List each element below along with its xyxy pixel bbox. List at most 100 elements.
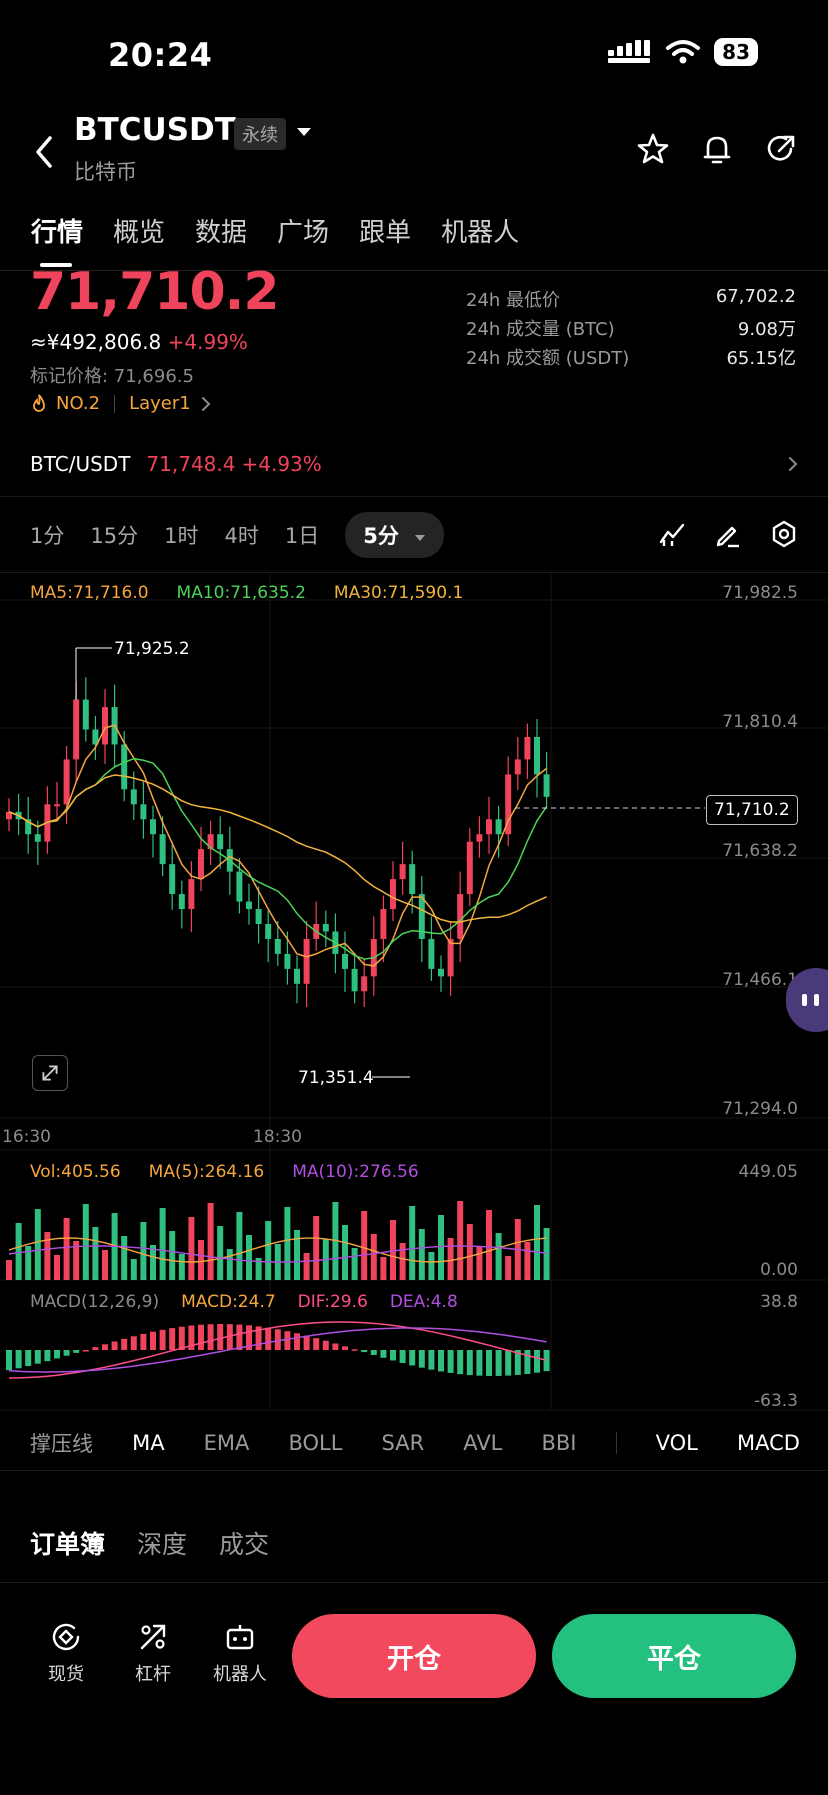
indicator-bbi[interactable]: BBI xyxy=(541,1431,577,1455)
macd-bar xyxy=(361,1350,368,1353)
candle-body xyxy=(505,774,512,835)
tab-depth[interactable]: 深度 xyxy=(137,1530,188,1559)
interval-4h[interactable]: 4时 xyxy=(224,524,259,548)
current-price-tag: 71,710.2 xyxy=(706,795,798,825)
pair-title[interactable]: BTCUSDT xyxy=(74,112,236,148)
bell-icon[interactable] xyxy=(700,132,734,166)
macd-bar xyxy=(534,1350,540,1373)
volume-bar xyxy=(534,1205,540,1280)
candle-body xyxy=(524,736,531,760)
interval-1h[interactable]: 1时 xyxy=(164,524,199,548)
active-tab-indicator xyxy=(40,263,72,267)
macd-bar xyxy=(102,1344,108,1350)
macd-bar xyxy=(409,1350,416,1366)
volume-bar xyxy=(303,1253,310,1280)
nav-spot[interactable]: 现货 xyxy=(31,1620,101,1686)
floating-assistant-button[interactable] xyxy=(786,968,828,1032)
volume-bar xyxy=(63,1218,70,1280)
indicator-separator xyxy=(615,1432,617,1454)
tab-copy-trade[interactable]: 跟单 xyxy=(359,218,412,248)
tab-orderbook[interactable]: 订单簿 xyxy=(30,1530,106,1559)
header-actions xyxy=(636,132,798,166)
share-icon[interactable] xyxy=(764,132,798,166)
ma10-legend: MA10:71,635.2 xyxy=(176,583,306,603)
volume-bar xyxy=(438,1215,444,1280)
indicator-icon[interactable] xyxy=(658,520,686,548)
vol-ma10-line xyxy=(8,1245,547,1263)
tab-trades[interactable]: 成交 xyxy=(219,1530,270,1559)
flame-icon xyxy=(33,393,45,412)
candle-body xyxy=(303,938,310,984)
rank-row[interactable]: NO.2 Layer1 xyxy=(30,393,213,414)
low-price-label: 71,351.4 xyxy=(298,1068,374,1088)
tab-market[interactable]: 行情 xyxy=(31,218,84,248)
time-axis-label: 18:30 xyxy=(253,1127,302,1147)
nav-bot[interactable]: 机器人 xyxy=(205,1620,275,1686)
volume-bar xyxy=(486,1210,492,1280)
volume-bar xyxy=(92,1227,99,1280)
close-position-button[interactable]: 平仓 xyxy=(552,1614,796,1698)
time-axis-label: 16:30 xyxy=(2,1127,51,1147)
indicator-ema[interactable]: EMA xyxy=(203,1431,250,1455)
open-position-button[interactable]: 开仓 xyxy=(292,1614,536,1698)
macd-bar xyxy=(514,1350,521,1375)
expand-icon[interactable] xyxy=(32,1055,68,1091)
caret-down-icon[interactable] xyxy=(296,126,312,138)
spot-price: 71,748.4 xyxy=(146,452,236,476)
volume-bar xyxy=(466,1224,473,1280)
volume-bar xyxy=(169,1231,176,1280)
last-price: 71,710.2 xyxy=(30,262,280,322)
back-arrow-icon[interactable] xyxy=(28,128,60,176)
indicator-vol[interactable]: VOL xyxy=(655,1431,698,1455)
macd-bar xyxy=(15,1350,22,1369)
macd-bar xyxy=(418,1350,425,1368)
stat-value: 67,702.2 xyxy=(715,286,796,307)
interval-1m[interactable]: 1分 xyxy=(30,524,65,548)
tab-bots[interactable]: 机器人 xyxy=(441,218,520,248)
candle-body xyxy=(351,968,358,992)
spot-pair-row[interactable]: BTC/USDT 71,748.4 +4.93% xyxy=(30,452,800,476)
volume-bar xyxy=(236,1212,243,1280)
macd-bar xyxy=(342,1346,348,1350)
indicator-macd[interactable]: MACD xyxy=(736,1431,800,1455)
indicator-boll[interactable]: BOLL xyxy=(288,1431,343,1455)
main-tabs: 行情 概览 数据 广场 跟单 机器人 xyxy=(31,212,519,249)
volume-bar xyxy=(447,1238,454,1280)
volume-bar xyxy=(342,1225,348,1280)
candle-body xyxy=(34,834,41,842)
tab-overview[interactable]: 概览 xyxy=(113,218,166,248)
interval-1d[interactable]: 1日 xyxy=(284,524,320,548)
candle-body xyxy=(486,819,492,835)
stats-panel: 24h 最低价 67,702.2 24h 成交量 (BTC) 9.08万 24h… xyxy=(466,286,796,373)
header-divider xyxy=(0,270,828,271)
price-axis-label: 71,466.1 xyxy=(722,970,798,990)
pencil-icon[interactable] xyxy=(714,520,742,548)
macd-params: MACD(12,26,9) xyxy=(30,1292,160,1312)
indicator-support-resistance[interactable]: 撑压线 xyxy=(30,1432,93,1456)
stat-row: 24h 成交额 (USDT) 65.15亿 xyxy=(466,344,796,373)
volume-bar xyxy=(6,1260,12,1280)
indicator-sar[interactable]: SAR xyxy=(381,1431,425,1455)
indicator-avl[interactable]: AVL xyxy=(463,1431,503,1455)
star-icon[interactable] xyxy=(636,132,670,166)
candle-body xyxy=(169,864,176,895)
tab-square[interactable]: 广场 xyxy=(277,218,330,248)
dif-line xyxy=(8,1321,547,1379)
macd-bar xyxy=(226,1324,233,1350)
interval-selected[interactable]: 5分 xyxy=(345,512,445,558)
price-chart[interactable] xyxy=(0,570,828,1420)
nav-margin[interactable]: 杠杆 xyxy=(118,1620,188,1686)
volume-bar xyxy=(82,1204,89,1280)
interval-15m[interactable]: 15分 xyxy=(90,524,139,548)
macd-bar xyxy=(466,1350,473,1376)
indicator-ma[interactable]: MA xyxy=(132,1431,165,1455)
volume-legend: Vol:405.56 MA(5):264.16 MA(10):276.56 xyxy=(30,1162,419,1182)
macd-axis-label: 38.8 xyxy=(760,1292,798,1312)
chevron-right-icon xyxy=(789,457,798,471)
candle-body xyxy=(265,923,272,939)
mark-price: 标记价格: 71,696.5 xyxy=(30,366,194,387)
tab-data[interactable]: 数据 xyxy=(195,218,248,248)
macd-bar xyxy=(370,1350,377,1355)
stat-value: 65.15亿 xyxy=(726,348,796,369)
settings-icon[interactable] xyxy=(770,520,798,548)
